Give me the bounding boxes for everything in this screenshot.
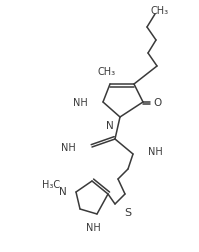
Text: H₃C: H₃C	[42, 179, 60, 189]
Text: NH: NH	[86, 222, 100, 232]
Text: CH₃: CH₃	[151, 6, 169, 16]
Text: O: O	[154, 98, 162, 108]
Text: NH: NH	[73, 98, 88, 108]
Text: N: N	[59, 186, 67, 196]
Text: NH: NH	[61, 142, 76, 152]
Text: N: N	[106, 120, 114, 131]
Text: S: S	[124, 207, 132, 217]
Text: CH₃: CH₃	[98, 67, 116, 77]
Text: NH: NH	[148, 146, 163, 156]
